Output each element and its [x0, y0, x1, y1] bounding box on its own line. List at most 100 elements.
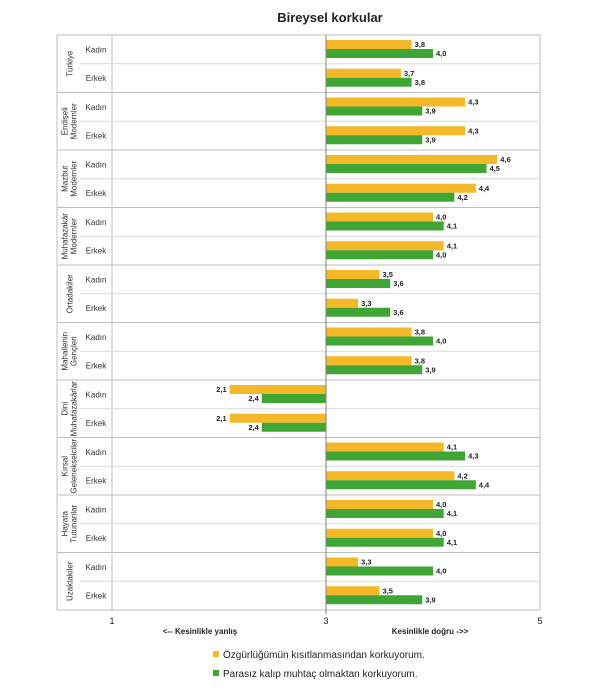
data-label: 2,4 — [248, 423, 259, 432]
row-label: Erkek — [86, 419, 107, 428]
bar — [326, 509, 444, 518]
data-label: 4,2 — [457, 471, 467, 480]
bar — [326, 241, 444, 251]
bar — [326, 586, 380, 596]
bar — [229, 385, 326, 394]
row-label: Erkek — [86, 362, 107, 371]
bar — [326, 451, 466, 461]
bar — [326, 298, 359, 308]
data-label: 4,0 — [436, 337, 446, 346]
data-label: 4,0 — [436, 567, 446, 576]
bar — [326, 365, 423, 375]
bar — [326, 356, 412, 366]
row-label: Kadın — [86, 103, 107, 112]
bar — [326, 307, 391, 317]
data-labels: 3,84,03,73,84,33,94,33,94,64,54,44,24,04… — [216, 40, 510, 604]
bar — [326, 557, 359, 567]
bar — [326, 500, 433, 509]
data-label: 4,0 — [436, 49, 446, 58]
data-label: 3,6 — [393, 279, 403, 288]
data-label: 4,3 — [468, 452, 478, 461]
row-label: Erkek — [86, 189, 107, 198]
bar — [326, 480, 476, 490]
row-label: Erkek — [86, 534, 107, 543]
row-label: Kadın — [86, 275, 107, 284]
bar — [261, 422, 326, 432]
axis-caption-right: Kesinlikle doğru ->> — [392, 627, 469, 636]
bar — [326, 106, 423, 116]
bar — [326, 155, 498, 164]
data-label: 3,9 — [425, 365, 435, 374]
group-label: HayataTutunanlar — [61, 504, 79, 542]
data-label: 4,0 — [436, 500, 446, 509]
x-tick-label: 3 — [323, 616, 328, 626]
row-label: Kadın — [86, 333, 107, 342]
data-label: 3,5 — [383, 586, 393, 595]
bar — [326, 135, 423, 145]
data-label: 4,1 — [447, 509, 457, 518]
bar — [229, 413, 326, 423]
data-label: 4,1 — [447, 538, 457, 547]
data-label: 3,9 — [425, 107, 435, 116]
row-label: Erkek — [86, 592, 107, 601]
bar — [326, 212, 433, 222]
group-label: KırsalGelenekselciler — [61, 439, 79, 494]
bar — [326, 279, 391, 288]
bar — [326, 327, 412, 337]
row-label: Kadın — [86, 505, 107, 514]
row-label: Erkek — [86, 74, 107, 83]
chart-title: Bireysel korkular — [277, 10, 383, 25]
data-label: 4,2 — [457, 193, 467, 202]
data-label: 4,1 — [447, 241, 457, 250]
data-label: 4,6 — [500, 155, 510, 164]
category-labels: Türkiye Kadın Erkek EndişeliModernler Kadın E… — [61, 45, 108, 601]
data-label: 4,3 — [468, 98, 478, 107]
bar — [326, 336, 433, 346]
x-axis: 1 3 5 — [109, 35, 543, 626]
data-label: 4,3 — [468, 126, 478, 135]
data-label: 4,0 — [436, 250, 446, 259]
group-label: DiniMuhafazakârlar — [61, 381, 79, 436]
data-label: 3,9 — [425, 595, 435, 604]
bar — [326, 40, 412, 49]
x-tick-label: 1 — [109, 616, 114, 626]
group-label: Uzaktakiler — [66, 561, 75, 601]
bar — [326, 164, 487, 173]
bar — [326, 595, 423, 605]
group-label: MahalleninGençleri — [61, 332, 79, 371]
bar — [326, 471, 455, 481]
bar — [326, 97, 466, 107]
bar — [326, 68, 401, 78]
axis-caption-left: <-- Kesinlikle yanlış — [163, 627, 238, 636]
bar — [326, 183, 476, 193]
legend-label: Parasız kalıp muhtaç olmaktan korkuyorum… — [223, 669, 418, 680]
row-label: Erkek — [86, 304, 107, 313]
row-label: Kadın — [86, 218, 107, 227]
data-label: 2,1 — [216, 414, 226, 423]
row-label: Erkek — [86, 477, 107, 486]
bar — [326, 537, 444, 547]
data-label: 3,5 — [383, 270, 393, 279]
group-label: EndişeliModernler — [61, 103, 79, 139]
bar — [326, 192, 455, 202]
data-label: 4,4 — [479, 480, 490, 489]
bar — [326, 566, 433, 576]
data-label: 3,7 — [404, 69, 414, 78]
bar — [326, 528, 433, 538]
legend-swatch — [213, 670, 219, 676]
group-label: Türkiye — [66, 50, 75, 77]
data-label: 3,3 — [361, 299, 371, 308]
legend-label: Özgürlüğümün kısıtlanmasından korkuyorum… — [223, 649, 425, 661]
row-label: Erkek — [86, 132, 107, 141]
data-label: 3,8 — [415, 40, 425, 49]
group-label: Ortadakiler — [66, 274, 75, 313]
data-label: 3,8 — [415, 328, 425, 337]
bar — [326, 77, 412, 87]
group-label: MazbutModernler — [61, 160, 79, 196]
legend-swatch — [213, 651, 219, 657]
data-label: 4,0 — [436, 213, 446, 222]
data-label: 4,1 — [447, 222, 457, 231]
data-label: 4,1 — [447, 443, 457, 452]
data-label: 3,9 — [425, 135, 435, 144]
bar — [261, 394, 326, 403]
